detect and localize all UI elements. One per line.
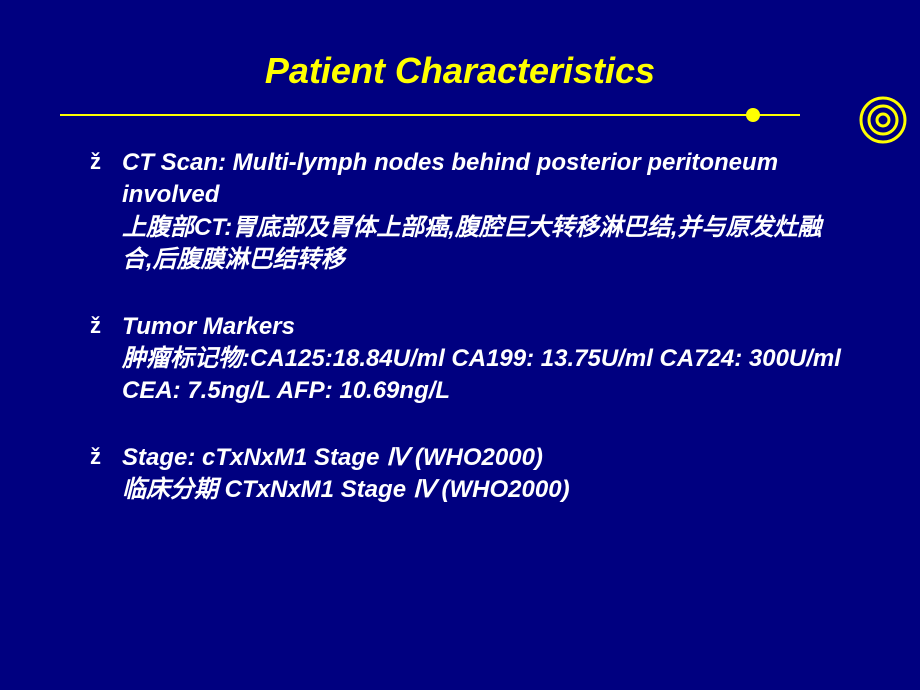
underline-bar (60, 114, 800, 116)
bullet-item: ž Tumor Markers 肿瘤标记物:CA125:18.84U/ml CA… (90, 311, 850, 408)
bullet-mark-icon: ž (90, 442, 122, 472)
bullet-text: CT Scan: Multi-lymph nodes behind poster… (122, 147, 850, 277)
bullet-text: Stage: cTxNxM1 Stage Ⅳ (WHO2000) 临床分期 CT… (122, 442, 850, 507)
bullet-text: Tumor Markers 肿瘤标记物:CA125:18.84U/ml CA19… (122, 311, 850, 408)
bullet-line: 上腹部CT:胃底部及胃体上部癌,腹腔巨大转移淋巴结,并与原发灶融合,后腹膜淋巴结… (122, 212, 850, 277)
title-underline (60, 106, 860, 126)
bullet-line: CT Scan: Multi-lymph nodes behind poster… (122, 147, 850, 212)
slide-title: Patient Characteristics (265, 50, 655, 92)
bullet-line: 肿瘤标记物:CA125:18.84U/ml CA199: 13.75U/ml C… (122, 343, 850, 408)
bullet-line: 临床分期 CTxNxM1 Stage Ⅳ (WHO2000) (122, 474, 850, 506)
title-area: Patient Characteristics (60, 50, 860, 92)
bullet-item: ž Stage: cTxNxM1 Stage Ⅳ (WHO2000) 临床分期 … (90, 442, 850, 507)
bullet-item: ž CT Scan: Multi-lymph nodes behind post… (90, 147, 850, 277)
content-area: ž CT Scan: Multi-lymph nodes behind post… (60, 147, 860, 507)
accent-dot-icon (746, 108, 760, 122)
concentric-rings-icon (858, 95, 908, 145)
bullet-mark-icon: ž (90, 147, 122, 177)
bullet-mark-icon: ž (90, 311, 122, 341)
bullet-line: Stage: cTxNxM1 Stage Ⅳ (WHO2000) (122, 442, 850, 474)
slide: Patient Characteristics ž CT Scan: Multi… (0, 0, 920, 690)
bullet-line: Tumor Markers (122, 311, 850, 343)
